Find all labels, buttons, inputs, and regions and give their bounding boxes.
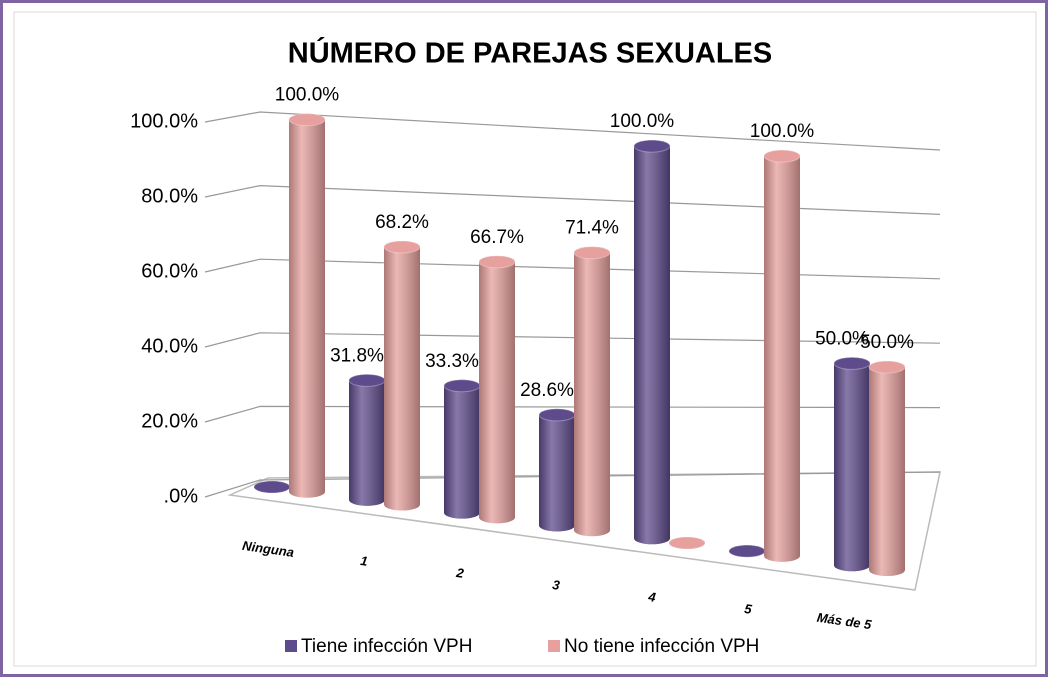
y-tick-label: 60.0% [141, 260, 198, 282]
bar-shade [539, 408, 575, 532]
grid-line [204, 471, 941, 498]
bar-shade [869, 361, 905, 577]
value-label: 50.0% [815, 328, 869, 349]
value-label: 50.0% [860, 332, 914, 353]
legend-swatch [285, 640, 297, 652]
value-label: 66.7% [470, 227, 524, 248]
y-tick-label: .0% [164, 485, 199, 507]
bar-shade [289, 113, 325, 498]
bar-cap [633, 139, 671, 153]
bar-cap [253, 480, 291, 494]
x-tick-label: Ninguna [241, 538, 295, 560]
bar-shade [834, 357, 870, 572]
value-label: 31.8% [330, 345, 384, 366]
bar-cap [383, 240, 421, 254]
value-label: 100.0% [275, 85, 340, 106]
bar-shade [384, 241, 420, 511]
chart-title: NÚMERO DE PAREJAS SEXUALES [288, 36, 773, 70]
bar-shade [479, 255, 515, 524]
bar-cap [668, 536, 706, 550]
value-label: 100.0% [610, 111, 675, 132]
x-tick-label: 1 [360, 553, 369, 569]
bar-cap [763, 149, 801, 163]
bar-shade [764, 150, 801, 562]
bar-cap [868, 360, 906, 374]
bar-cap [478, 255, 516, 269]
grid-line [204, 111, 941, 151]
plot-frame [13, 11, 1037, 667]
bar-cap [728, 544, 766, 558]
bar-cap [538, 408, 576, 422]
x-tick-label: 4 [647, 589, 658, 605]
y-tick-label: 100.0% [130, 110, 198, 132]
value-label: 71.4% [565, 218, 619, 239]
bar-cap [348, 373, 386, 387]
bar-cap [573, 246, 611, 260]
grid-line [204, 332, 941, 348]
y-tick-label: 20.0% [141, 410, 198, 432]
y-tick-label: 40.0% [141, 335, 198, 357]
bar-shade [349, 374, 385, 506]
bar-cap [443, 379, 481, 393]
x-tick-label: 5 [744, 601, 754, 617]
bar-cap [833, 356, 871, 370]
grid-line [204, 405, 941, 423]
value-label: 28.6% [520, 380, 574, 401]
value-label: 68.2% [375, 212, 429, 233]
value-label: 100.0% [750, 121, 815, 142]
grid-line [204, 258, 941, 280]
x-tick-label: 2 [455, 565, 466, 581]
legend-label: Tiene infección VPH [301, 636, 472, 657]
legend-swatch [548, 640, 560, 652]
bar-cap [288, 113, 326, 127]
x-tick-label: 3 [552, 577, 562, 593]
y-tick-label: 80.0% [141, 185, 198, 207]
grid-line [204, 184, 941, 215]
bar-shade [444, 379, 480, 519]
bar-shade [574, 246, 610, 537]
value-label: 33.3% [425, 351, 479, 372]
bar-shade [634, 140, 670, 545]
legend-label: No tiene infección VPH [564, 636, 759, 657]
